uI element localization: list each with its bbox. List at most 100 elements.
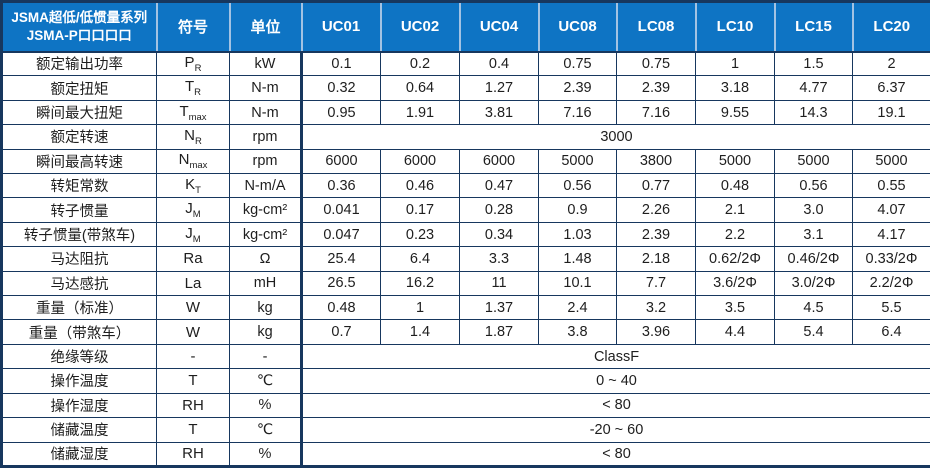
symbol-cell: PR — [156, 50, 230, 77]
value-cell: 0.2 — [380, 50, 460, 77]
value-cell: 26.5 — [300, 270, 381, 297]
symbol-cell: Ra — [156, 246, 230, 272]
row-label: 额定扭矩 — [1, 75, 157, 101]
symbol-cell: T — [156, 417, 230, 443]
value-cell: 0.4 — [459, 50, 539, 77]
value-cell: 0.32 — [300, 75, 381, 101]
col-header-model-lc20: LC20 — [851, 1, 930, 53]
value-cell: 2.26 — [616, 197, 696, 223]
value-cell: 5000 — [852, 148, 930, 175]
unit-cell: ℃ — [229, 368, 302, 394]
unit-cell: N-m — [229, 99, 302, 126]
value-cell: 5000 — [538, 148, 617, 175]
value-cell: 4.5 — [774, 295, 853, 321]
value-cell: 2.39 — [616, 75, 696, 101]
table-row: 额定扭矩 TR N-m 0.32 0.64 1.27 2.39 2.39 3.18 4.77 6.3… — [1, 75, 930, 101]
row-label: 转矩常数 — [1, 173, 157, 199]
value-cell: 4.4 — [695, 319, 775, 345]
value-cell: 19.1 — [852, 99, 930, 126]
value-cell: 0.62/2Φ — [695, 246, 775, 272]
symbol-cell: La — [156, 270, 230, 297]
value-cell: 6000 — [380, 148, 460, 175]
value-cell: 6.4 — [852, 319, 930, 345]
symbol-subscript: R — [194, 87, 202, 99]
unit-cell: - — [229, 343, 302, 370]
value-cell: 0.48 — [695, 173, 775, 199]
unit-cell: ℃ — [229, 417, 302, 443]
table-row: 转矩常数 KT N-m/A 0.36 0.46 0.47 0.56 0.77 0.48 0.56 0… — [1, 173, 930, 199]
value-cell: 0.46 — [380, 173, 460, 199]
value-cell: 0.23 — [380, 221, 460, 248]
value-cell: 0.36 — [300, 173, 381, 199]
table-title-line1: JSMA超低/低惯量系列 — [11, 9, 148, 25]
col-header-model-uc01: UC01 — [300, 1, 381, 53]
col-header-unit: 单位 — [228, 1, 302, 53]
value-cell: 2.2 — [695, 221, 775, 248]
col-header-model-uc08: UC08 — [537, 1, 617, 53]
row-label: 操作温度 — [1, 368, 157, 394]
value-cell: 10.1 — [538, 270, 617, 297]
value-cell: 0.47 — [459, 173, 539, 199]
value-cell: 4.07 — [852, 197, 930, 223]
symbol-cell: TR — [156, 75, 230, 101]
table-row: 转子惯量 JM kg-cm² 0.041 0.17 0.28 0.9 2.26 2.1 3.0 4.… — [1, 197, 930, 223]
value-cell: 1.91 — [380, 99, 460, 126]
symbol-cell: Tmax — [156, 99, 230, 126]
value-cell: 0.46/2Φ — [774, 246, 853, 272]
value-cell: 5.4 — [774, 319, 853, 345]
value-cell: 1.27 — [459, 75, 539, 101]
table-row: 额定转速 NR rpm 3000 — [1, 124, 930, 150]
unit-cell: kg — [229, 319, 302, 345]
table-row: 瞬间最高转速 Nmax rpm 6000 6000 6000 5000 3800 5000 500… — [1, 148, 930, 175]
value-cell: 3.0 — [774, 197, 853, 223]
value-cell: 5000 — [774, 148, 853, 175]
unit-cell: N-m — [229, 75, 302, 101]
value-cell: 3.0/2Φ — [774, 270, 853, 297]
value-cell: 0.75 — [538, 50, 617, 77]
row-label: 绝缘等级 — [1, 343, 157, 370]
symbol-subscript: T — [195, 184, 201, 196]
table-row: 马达阻抗 Ra Ω 25.4 6.4 3.3 1.48 2.18 0.62/2Φ 0.46/2Φ 0… — [1, 246, 930, 272]
value-cell: 6000 — [300, 148, 381, 175]
merged-value-cell: ClassF — [300, 343, 930, 370]
value-cell: 3.6/2Φ — [695, 270, 775, 297]
value-cell: 1.03 — [538, 221, 617, 248]
symbol-subscript: max — [188, 111, 207, 123]
value-cell: 1.87 — [459, 319, 539, 345]
merged-value-cell: 0 ~ 40 — [300, 368, 930, 394]
col-header-model-lc15: LC15 — [773, 1, 853, 53]
value-cell: 0.75 — [616, 50, 696, 77]
value-cell: 0.33/2Φ — [852, 246, 930, 272]
value-cell: 4.17 — [852, 221, 930, 248]
value-cell: 5000 — [695, 148, 775, 175]
value-cell: 6000 — [459, 148, 539, 175]
value-cell: 7.16 — [616, 99, 696, 126]
value-cell: 0.9 — [538, 197, 617, 223]
row-label: 储藏温度 — [1, 417, 157, 443]
symbol-cell: JM — [156, 221, 230, 248]
symbol-subscript: R — [194, 135, 202, 147]
row-label: 转子惯量 — [1, 197, 157, 223]
table-row: 储藏温度 T ℃ -20 ~ 60 — [1, 417, 930, 443]
value-cell: 2 — [852, 50, 930, 77]
symbol-subscript: M — [192, 233, 201, 245]
merged-value-cell: < 80 — [300, 392, 930, 419]
value-cell: 1.4 — [380, 319, 460, 345]
value-cell: 0.34 — [459, 221, 539, 248]
value-cell: 3.1 — [774, 221, 853, 248]
value-cell: 7.16 — [538, 99, 617, 126]
col-header-symbol: 符号 — [155, 1, 230, 53]
unit-cell: kW — [229, 50, 302, 77]
value-cell: 3.81 — [459, 99, 539, 126]
unit-cell: kg-cm² — [229, 197, 302, 223]
row-label: 额定转速 — [1, 124, 157, 150]
value-cell: 2.1 — [695, 197, 775, 223]
symbol-cell: NR — [156, 124, 230, 150]
symbol-subscript: R — [194, 62, 202, 74]
symbol-cell: JM — [156, 197, 230, 223]
value-cell: 25.4 — [300, 246, 381, 272]
